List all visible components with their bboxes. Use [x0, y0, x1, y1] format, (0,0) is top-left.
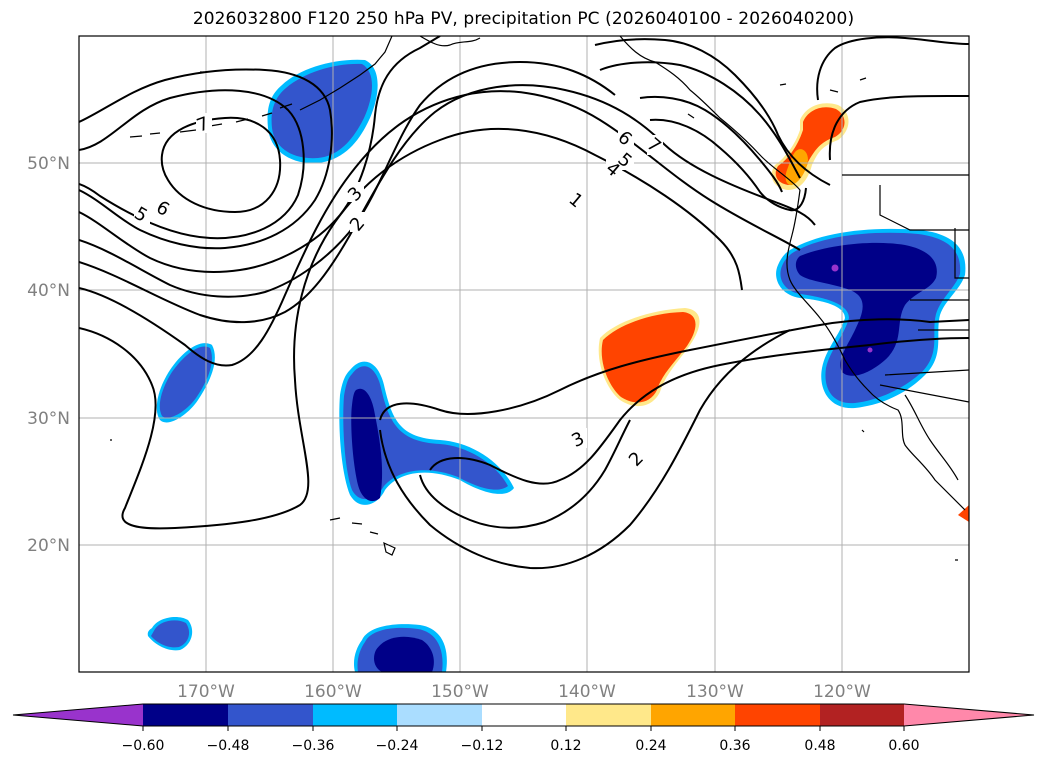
lat-tick-label: 30°N	[27, 409, 70, 429]
lat-tick-label: 50°N	[27, 154, 70, 174]
colorbar-tick-label: 0.24	[635, 738, 666, 754]
colorbar-extend-high	[904, 704, 1034, 726]
lat-tick-label: 20°N	[27, 536, 70, 556]
colorbar-tick-label: −0.12	[461, 738, 504, 754]
colorbar-segment	[228, 704, 313, 726]
lon-tick-label: 160°W	[304, 682, 362, 702]
colorbar-tick-label: −0.24	[376, 738, 419, 754]
colorbar-segment	[397, 704, 482, 726]
colorbar-segment	[313, 704, 397, 726]
colorbar-tick-label: 0.60	[888, 738, 919, 754]
lat-tick-labels: 50°N 40°N 30°N 20°N	[27, 154, 70, 556]
map-frame	[78, 35, 970, 673]
lon-tick-labels: 170°W 160°W 150°W 140°W 130°W 120°W	[177, 682, 871, 702]
colorbar-tick-label: 0.36	[719, 738, 750, 754]
colorbar: −0.60 −0.48 −0.36 −0.24 −0.12 0.12 0.24 …	[12, 703, 1035, 754]
lat-tick-label: 40°N	[27, 281, 70, 301]
colorbar-tick-label: −0.48	[207, 738, 250, 754]
colorbar-segment	[566, 704, 651, 726]
lon-tick-label: 120°W	[813, 682, 871, 702]
map-title: 2026032800 F120 250 hPa PV, precipitatio…	[192, 9, 855, 29]
lon-tick-label: 170°W	[177, 682, 235, 702]
colorbar-tick-label: 0.12	[550, 738, 581, 754]
lon-tick-label: 130°W	[686, 682, 744, 702]
contour-label-masks	[134, 113, 663, 467]
lon-tick-label: 140°W	[558, 682, 616, 702]
colorbar-segment	[482, 704, 566, 726]
pv-contours	[79, 36, 969, 570]
colorbar-segment	[651, 704, 735, 726]
colorbar-tick-label: 0.48	[804, 738, 835, 754]
lon-tick-label: 150°W	[431, 682, 489, 702]
colorbar-segment	[820, 704, 904, 726]
colorbar-tick-label: −0.60	[122, 738, 165, 754]
colorbar-tick-label: −0.36	[292, 738, 335, 754]
colorbar-segment	[143, 704, 228, 726]
colorbar-extend-low	[13, 704, 143, 726]
colorbar-segment	[735, 704, 820, 726]
